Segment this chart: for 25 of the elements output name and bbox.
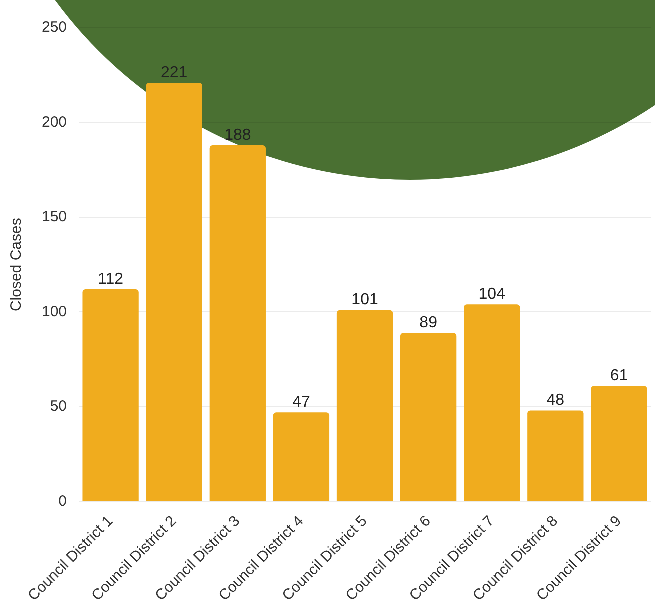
bar — [464, 304, 520, 502]
y-tick-label: 150 — [42, 208, 68, 226]
y-axis-title: Closed Cases — [8, 218, 26, 312]
bar — [82, 289, 139, 502]
data-label: 61 — [610, 368, 628, 385]
bar — [336, 310, 394, 502]
bar — [400, 333, 457, 502]
data-label: 112 — [98, 270, 124, 288]
data-label: 101 — [352, 292, 378, 309]
y-tick-label: 200 — [42, 114, 68, 131]
data-label: 104 — [478, 286, 506, 304]
bar — [146, 82, 202, 502]
bar — [591, 386, 648, 502]
y-tick-label: 250 — [42, 19, 68, 36]
bar — [528, 410, 584, 502]
bar — [273, 412, 330, 502]
data-label: 48 — [546, 392, 565, 410]
y-tick-label: 0 — [58, 492, 68, 510]
data-label: 221 — [161, 64, 188, 82]
y-tick-label: 50 — [50, 398, 68, 416]
bar — [210, 145, 266, 502]
data-label: 47 — [292, 394, 310, 412]
data-label: 89 — [420, 314, 438, 332]
y-tick-label: 100 — [42, 303, 68, 320]
data-label: 188 — [224, 126, 252, 144]
